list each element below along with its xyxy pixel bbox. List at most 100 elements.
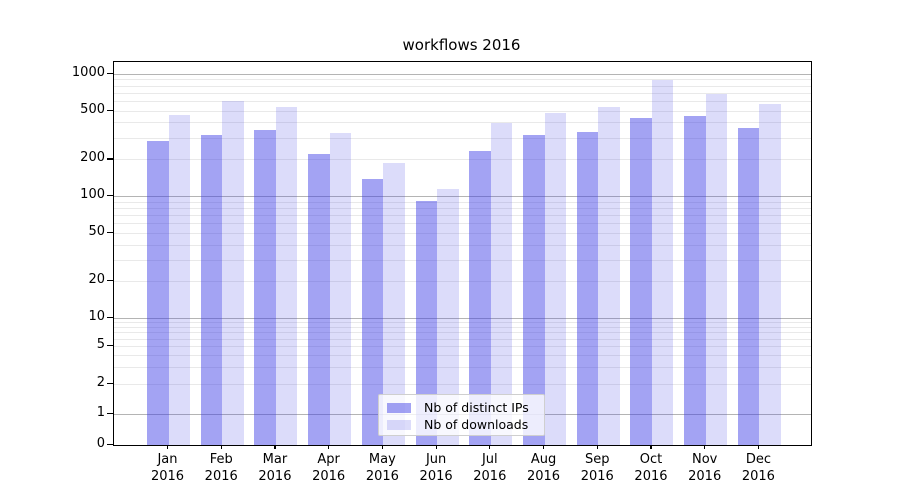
- x-tick-mark: [542, 445, 545, 449]
- x-tick-label-apr: Apr 2016: [312, 452, 346, 484]
- gridline-minor: [114, 79, 811, 81]
- y-tick-mark: [107, 345, 113, 347]
- legend-label-downloads: Nb of downloads: [424, 417, 529, 432]
- x-tick-mark: [274, 445, 276, 449]
- bar-distinct-ips-aug: [523, 134, 545, 445]
- y-tick-label: 2: [96, 375, 105, 390]
- bar-distinct-ips-mar: [254, 130, 276, 445]
- gridline-major: [114, 317, 811, 319]
- bar-downloads-jan: [168, 114, 190, 445]
- bar-distinct-ips-dec: [737, 127, 760, 445]
- y-tick-label: 50: [88, 223, 105, 239]
- gridline-minor: [114, 244, 811, 246]
- gridline-minor: [114, 122, 811, 124]
- chart-title: workflows 2016: [402, 36, 521, 54]
- gridline-major: [114, 73, 811, 75]
- x-tick-label-oct: Oct 2016: [634, 452, 668, 484]
- y-tick-label: 500: [80, 101, 105, 117]
- y-tick-label: 20: [88, 272, 105, 288]
- bar-downloads-dec: [759, 103, 781, 445]
- y-tick-mark: [107, 413, 113, 415]
- gridline-minor: [114, 346, 811, 348]
- gridline-minor: [114, 92, 811, 94]
- x-tick-mark: [435, 445, 437, 449]
- x-tick-label-dec: Dec 2016: [741, 452, 775, 484]
- bar-distinct-ips-jan: [147, 141, 169, 445]
- bar-distinct-ips-may: [361, 178, 384, 445]
- bar-distinct-ips-oct: [630, 117, 652, 445]
- y-tick-label: 200: [80, 150, 105, 166]
- y-tick-mark: [107, 280, 113, 282]
- x-tick-mark: [596, 445, 598, 449]
- bar-distinct-ips-feb: [200, 134, 223, 445]
- gridline-minor: [114, 208, 811, 210]
- x-tick-mark: [328, 445, 330, 449]
- x-tick-label-nov: Nov 2016: [688, 452, 722, 484]
- gridline-minor: [114, 326, 811, 328]
- legend-row: Nb of distinct IPs: [379, 399, 544, 416]
- y-tick-mark: [107, 316, 113, 318]
- legend-swatch-distinct-ips: [387, 402, 411, 413]
- gridline-minor: [114, 159, 811, 161]
- x-tick-mark: [489, 445, 491, 449]
- y-tick-mark: [107, 443, 113, 445]
- gridline-minor: [114, 223, 811, 225]
- gridline-minor: [114, 232, 811, 234]
- gridline-minor: [114, 332, 811, 334]
- bar-distinct-ips-nov: [684, 116, 706, 445]
- bar-downloads-feb: [222, 100, 244, 445]
- gridline-minor: [114, 338, 811, 340]
- y-tick-label: 10: [88, 308, 105, 324]
- bar-downloads-jul: [490, 123, 513, 445]
- gridline-major: [114, 196, 811, 198]
- bar-downloads-apr: [329, 133, 352, 445]
- x-tick-label-aug: Aug 2016: [526, 452, 561, 484]
- gridline-minor: [114, 201, 811, 203]
- x-tick-mark: [757, 445, 759, 449]
- gridline-minor: [114, 355, 811, 357]
- legend-label-distinct-ips: Nb of distinct IPs: [424, 400, 529, 415]
- y-tick-mark: [107, 72, 113, 74]
- y-tick-label: 100: [80, 187, 105, 203]
- x-tick-label-jun: Jun 2016: [419, 452, 453, 484]
- x-tick-mark: [704, 445, 706, 449]
- y-tick-label: 1: [96, 405, 105, 421]
- y-tick-label: 1000: [71, 64, 105, 80]
- x-tick-mark: [166, 445, 169, 449]
- bar-downloads-jun: [437, 189, 459, 445]
- gridline-minor: [114, 100, 811, 102]
- x-tick-label-feb: Feb 2016: [204, 452, 238, 484]
- bar-downloads-oct: [651, 79, 674, 445]
- bar-downloads-nov: [705, 93, 728, 445]
- y-tick-mark: [107, 109, 113, 111]
- y-tick-mark: [107, 383, 113, 385]
- bar-downloads-sep: [598, 107, 620, 445]
- bar-distinct-ips-sep: [576, 132, 599, 445]
- legend-swatch-downloads: [387, 419, 411, 430]
- x-tick-mark: [650, 445, 652, 449]
- bar-distinct-ips-jul: [469, 151, 491, 445]
- legend: Nb of distinct IPs Nb of downloads: [378, 394, 545, 436]
- x-tick-label-sep: Sep 2016: [580, 452, 614, 484]
- plot-area: [113, 61, 812, 446]
- y-tick-mark: [107, 231, 113, 234]
- gridline-minor: [114, 367, 811, 369]
- legend-row: Nb of downloads: [379, 416, 544, 433]
- bar-distinct-ips-jun: [415, 201, 438, 445]
- gridline-minor: [114, 85, 811, 87]
- bar-downloads-may: [383, 162, 405, 445]
- y-tick-mark: [107, 158, 113, 160]
- gridline-minor: [114, 281, 811, 283]
- gridline-minor: [114, 322, 811, 324]
- x-tick-label-mar: Mar 2016: [258, 452, 292, 484]
- bar-distinct-ips-apr: [308, 153, 330, 445]
- gridline-minor: [114, 215, 811, 217]
- y-tick-label: 0: [96, 435, 105, 451]
- y-tick-mark: [107, 195, 113, 197]
- x-tick-label-jul: Jul 2016: [473, 452, 507, 484]
- gridline-minor: [114, 110, 811, 112]
- x-tick-label-may: May 2016: [365, 452, 399, 484]
- x-tick-mark: [381, 445, 383, 449]
- bar-downloads-mar: [275, 107, 298, 445]
